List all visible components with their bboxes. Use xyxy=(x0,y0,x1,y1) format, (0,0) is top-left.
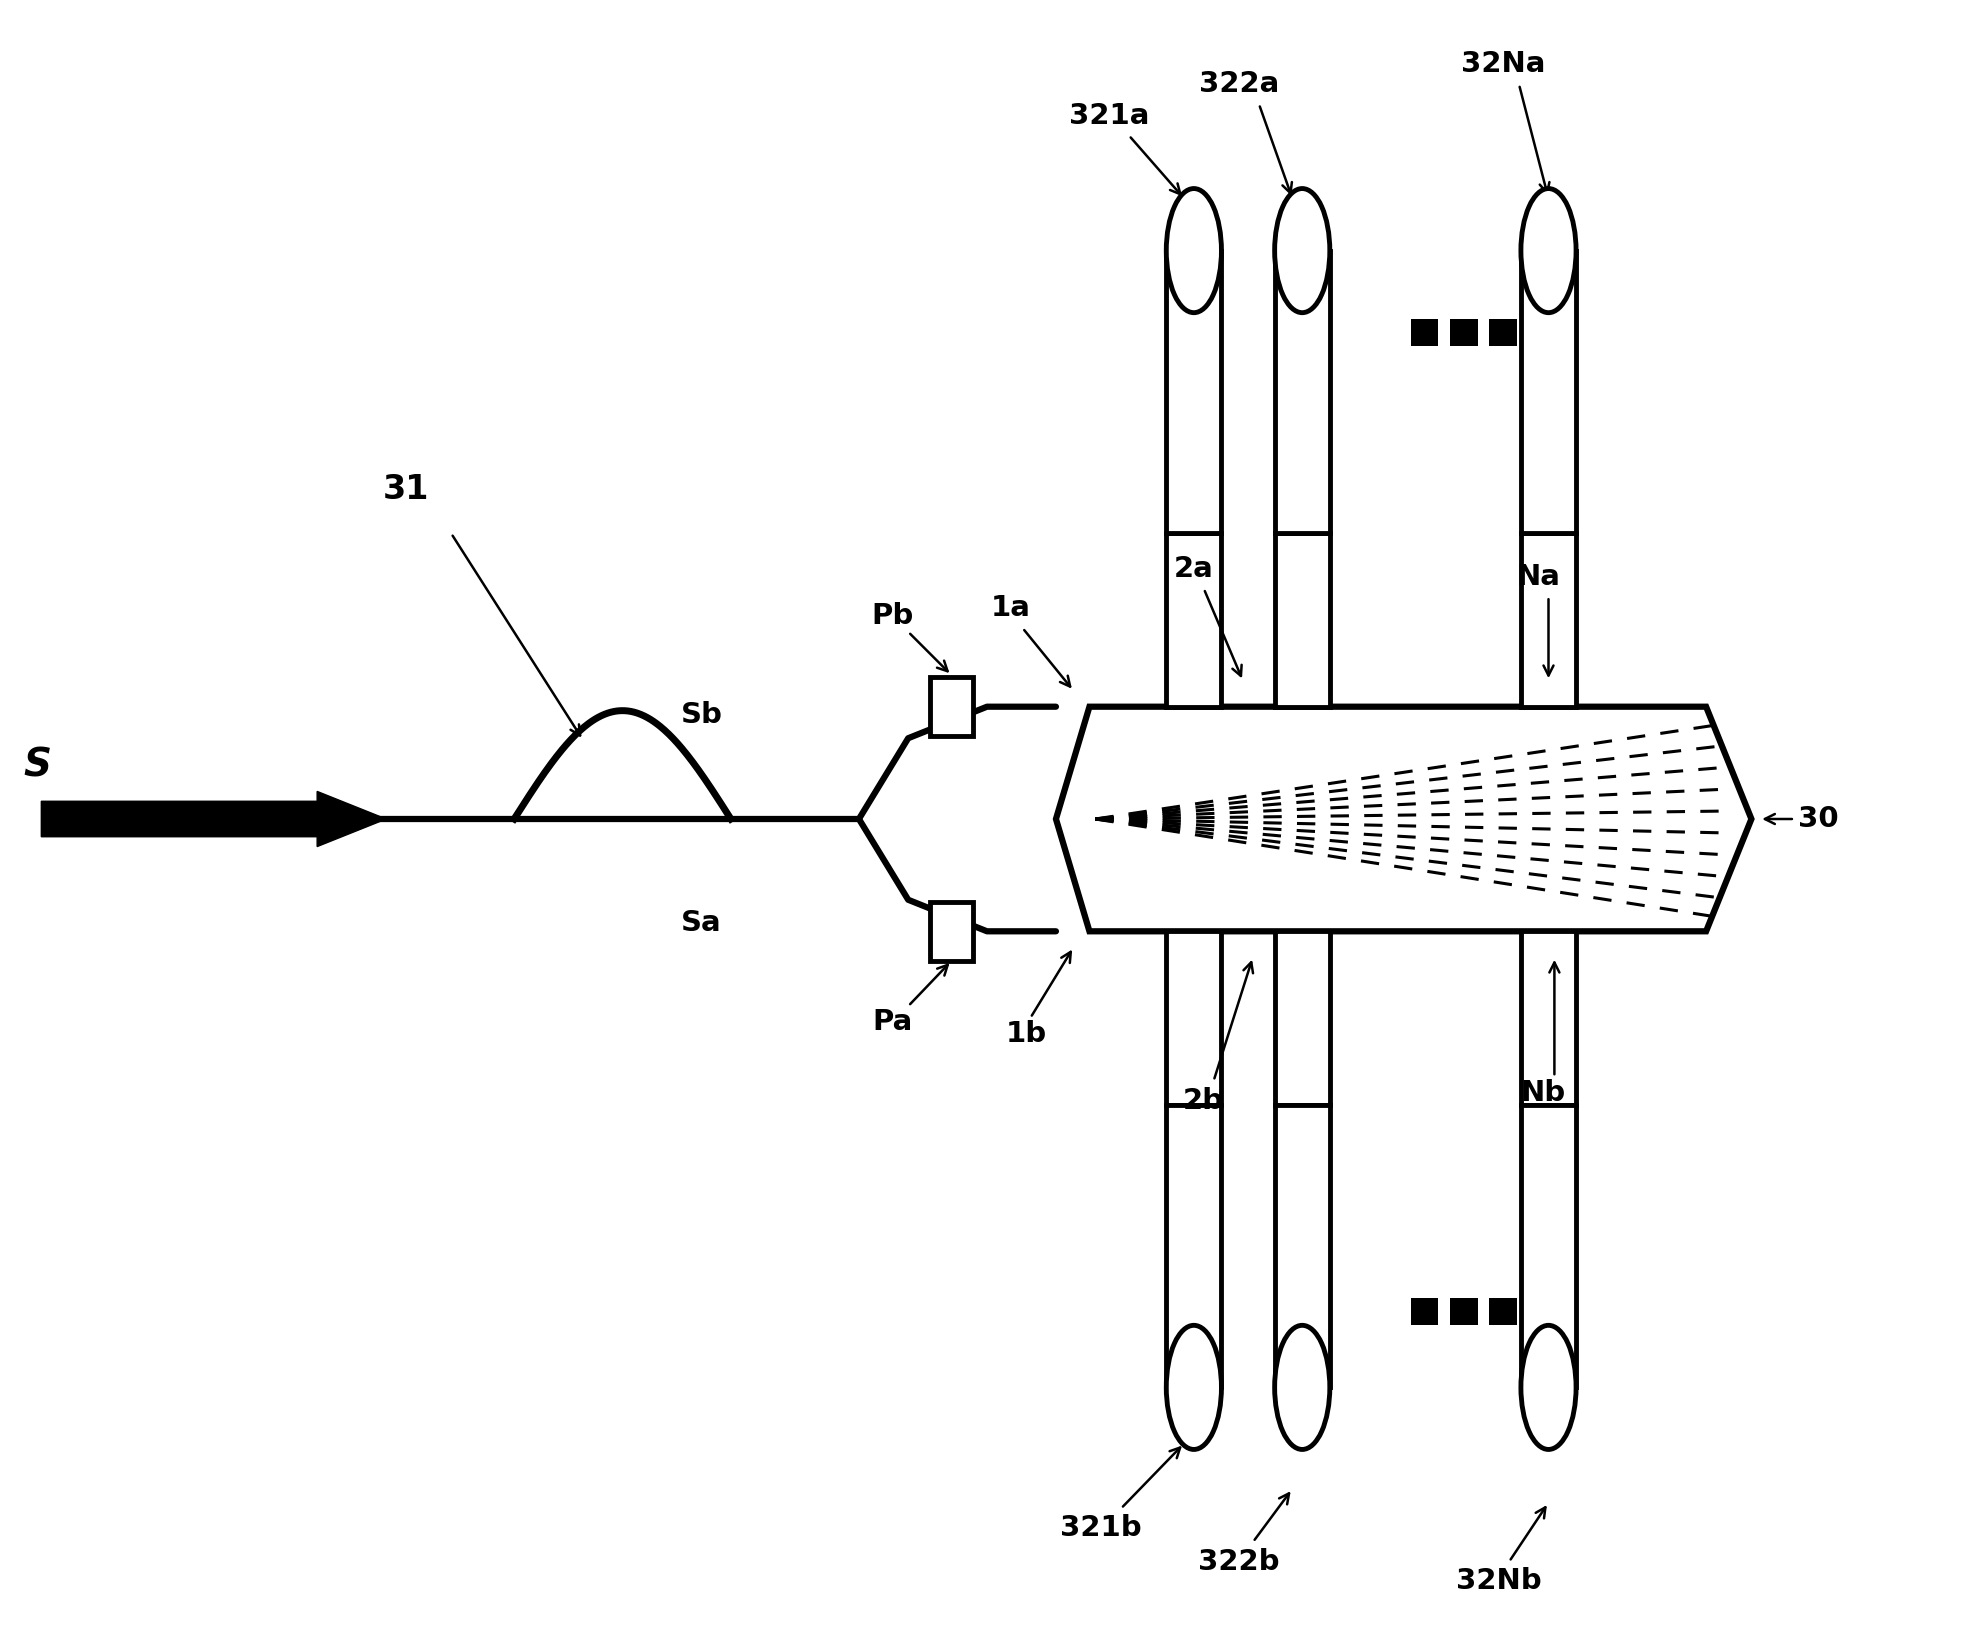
Text: 322b: 322b xyxy=(1198,1548,1279,1576)
Text: Pb: Pb xyxy=(870,603,913,631)
Text: 30: 30 xyxy=(1797,804,1837,834)
Text: 32Na: 32Na xyxy=(1460,51,1545,79)
Bar xyxy=(1166,251,1221,534)
Bar xyxy=(1275,932,1330,1104)
Text: 321b: 321b xyxy=(1060,1514,1142,1543)
Bar xyxy=(1519,932,1574,1104)
Bar xyxy=(1411,1297,1438,1325)
Bar xyxy=(1519,1104,1574,1387)
Bar xyxy=(1450,1297,1478,1325)
Text: 2b: 2b xyxy=(1182,1086,1223,1115)
Bar xyxy=(1519,251,1574,534)
Bar xyxy=(1275,251,1330,534)
Bar xyxy=(929,903,973,962)
Ellipse shape xyxy=(1166,1325,1221,1450)
Text: Na: Na xyxy=(1515,563,1561,591)
Text: 1a: 1a xyxy=(990,595,1030,622)
Bar xyxy=(1275,534,1330,706)
Text: 2a: 2a xyxy=(1174,555,1213,583)
Text: 1b: 1b xyxy=(1006,1020,1046,1048)
Text: Nb: Nb xyxy=(1519,1079,1565,1107)
FancyArrow shape xyxy=(41,791,387,847)
Polygon shape xyxy=(1056,706,1750,932)
Bar xyxy=(1275,1104,1330,1387)
Bar xyxy=(1490,1297,1515,1325)
Bar xyxy=(1450,318,1478,346)
Bar xyxy=(929,676,973,735)
Text: 322a: 322a xyxy=(1198,70,1279,98)
Bar xyxy=(1166,1104,1221,1387)
Ellipse shape xyxy=(1275,1325,1330,1450)
Text: 31: 31 xyxy=(383,473,428,506)
Text: Sb: Sb xyxy=(681,701,722,729)
Text: Sa: Sa xyxy=(681,909,722,937)
Ellipse shape xyxy=(1166,188,1221,313)
Bar xyxy=(1519,534,1574,706)
Bar xyxy=(1490,318,1515,346)
Text: Pa: Pa xyxy=(872,1007,912,1035)
Text: 321a: 321a xyxy=(1069,102,1148,129)
Ellipse shape xyxy=(1519,188,1574,313)
Bar xyxy=(1166,534,1221,706)
Text: S: S xyxy=(24,747,51,785)
Text: 32Nb: 32Nb xyxy=(1456,1568,1541,1595)
Bar xyxy=(1166,932,1221,1104)
Ellipse shape xyxy=(1519,1325,1574,1450)
Ellipse shape xyxy=(1275,188,1330,313)
Bar xyxy=(1411,318,1438,346)
